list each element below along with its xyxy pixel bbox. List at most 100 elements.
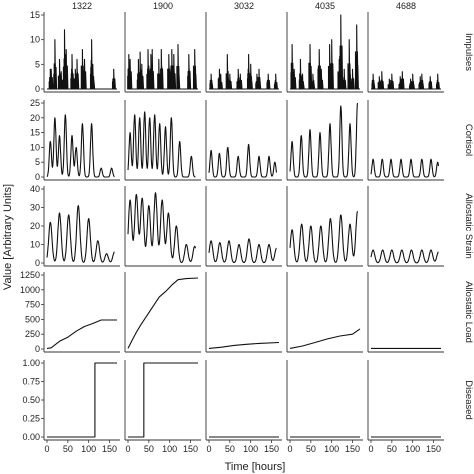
panel: 0 50 100 150 (367, 360, 444, 454)
y-tick-label: 10 (30, 240, 40, 250)
panel (205, 186, 282, 267)
panel (367, 100, 444, 181)
x-tick-label: 100 (243, 444, 258, 454)
panel (43, 12, 120, 93)
y-tick-label: 0 (35, 84, 40, 94)
x-tick-label: 100 (324, 444, 339, 454)
series-line (127, 44, 198, 90)
y-tick-label: 500 (25, 314, 40, 324)
y-tick-label: 0 (35, 344, 40, 354)
x-tick-label: 50 (225, 444, 235, 454)
series-line (208, 238, 277, 264)
panel (124, 272, 201, 353)
y-tick-label: 1000 (20, 285, 40, 295)
series-line (370, 249, 439, 264)
row-titles: Impulses Cortisol Allostatic Strain Allosta… (463, 33, 474, 420)
panel: 0 50 100 150 (286, 360, 363, 454)
x-tick-label: 50 (144, 444, 154, 454)
y-tick-label: 20 (30, 113, 40, 123)
y-tick-label: 30 (30, 203, 40, 213)
y-tick-label: 25 (30, 98, 40, 108)
panel: 0 50 100 150 (124, 360, 201, 454)
row-title: Allostatic Load (463, 281, 474, 343)
y-tick-label: 0.25 (22, 414, 40, 424)
series-line (290, 14, 360, 90)
column-title: 3032 (234, 1, 254, 11)
series-line (371, 71, 441, 90)
x-tick-label: 0 (368, 444, 373, 454)
x-tick-label: 100 (162, 444, 177, 454)
y-tick-label: 15 (30, 10, 40, 20)
y-tick-label: 0 (35, 258, 40, 268)
y-tick-label: 40 (30, 184, 40, 194)
x-tick-label: 50 (387, 444, 397, 454)
column-title: 4035 (315, 1, 335, 11)
series-line (127, 277, 199, 349)
panel (43, 100, 120, 181)
series-line (47, 29, 117, 90)
panel (43, 186, 120, 267)
panel (286, 272, 363, 353)
panel (286, 12, 363, 93)
panel: 0 50 100 150 (43, 360, 120, 454)
series-line (128, 362, 198, 438)
x-tick-label: 100 (405, 444, 420, 454)
panel (367, 186, 444, 267)
panel (124, 12, 201, 93)
column-titles: 1322 1900 3032 4035 4688 (72, 1, 416, 11)
x-tick-label: 150 (183, 444, 198, 454)
x-tick-label: 0 (44, 444, 49, 454)
y-tick-label: 750 (25, 300, 40, 310)
row-title: Diseased (463, 380, 474, 420)
y-tick-label: 10 (30, 142, 40, 152)
y-axis-title: Value [Arbitrary Units] (2, 184, 14, 290)
y-tick-label: 1.00 (22, 358, 40, 368)
column-title: 1900 (153, 1, 173, 11)
panel (367, 12, 444, 93)
series-line (47, 362, 117, 438)
x-tick-label: 50 (306, 444, 316, 454)
panel (124, 100, 201, 181)
series-line (370, 158, 440, 178)
y-tick-label: 5 (35, 157, 40, 167)
panel (286, 100, 363, 181)
y-tick-label: 10 (30, 35, 40, 45)
panel (205, 100, 282, 181)
series-line (208, 143, 278, 178)
row-title: Impulses (463, 33, 474, 71)
column-title: 4688 (396, 1, 416, 11)
row-title: Allostatic Strain (463, 193, 474, 258)
series-line (289, 328, 361, 349)
x-axis-title: Time [hours] (225, 461, 286, 473)
x-tick-label: 100 (81, 444, 96, 454)
x-tick-label: 0 (287, 444, 292, 454)
panel (124, 186, 201, 267)
series-line (208, 341, 280, 349)
y-tick-label: 0.75 (22, 377, 40, 387)
y-tick-label: 0.50 (22, 395, 40, 405)
x-tick-label: 0 (206, 444, 211, 454)
series-line (127, 111, 196, 178)
y-tick-label: 250 (25, 329, 40, 339)
y-tick-label: 20 (30, 221, 40, 231)
panel: 0 50 100 150 (205, 360, 282, 454)
series-line (127, 192, 197, 263)
y-tick-label: 15 (30, 128, 40, 138)
x-tick-label: 150 (264, 444, 279, 454)
x-tick-label: 0 (125, 444, 130, 454)
x-tick-label: 50 (63, 444, 73, 454)
panel (205, 272, 282, 353)
row-title: Cortisol (463, 124, 474, 156)
panel (367, 272, 444, 353)
series-line (289, 210, 358, 263)
x-tick-label: 150 (102, 444, 117, 454)
y-tick-label: 0 (35, 172, 40, 182)
series-line (46, 319, 117, 349)
panel (205, 12, 282, 93)
x-tick-label: 150 (345, 444, 360, 454)
column-title: 1322 (72, 1, 92, 11)
y-tick-label: 0.00 (22, 432, 40, 442)
series-line (209, 53, 279, 90)
series-line (46, 114, 115, 178)
y-tick-label: 1250 (20, 270, 40, 280)
